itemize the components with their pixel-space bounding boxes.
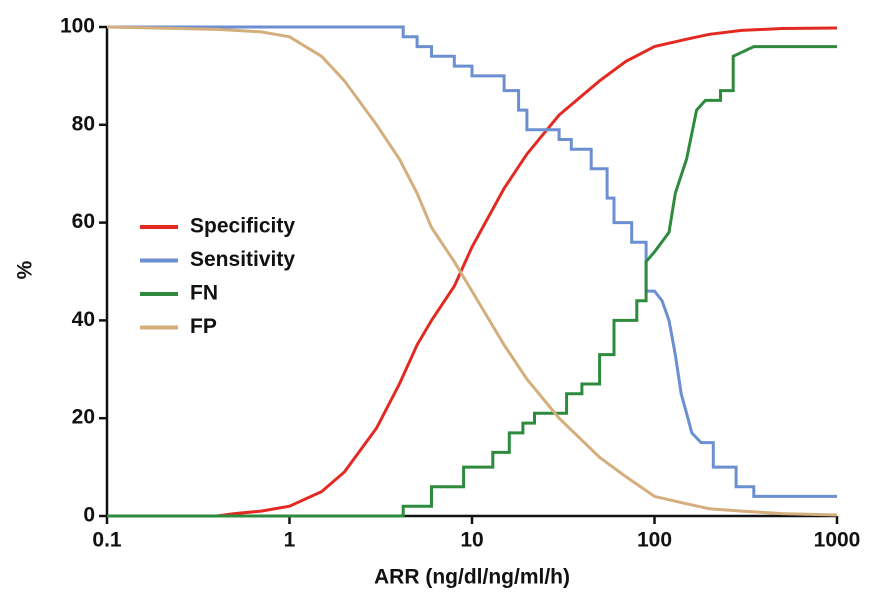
series-line	[107, 45, 837, 518]
y-tick-label: 80	[72, 112, 95, 135]
y-tick-label: 100	[60, 15, 95, 38]
y-tick-label: 20	[72, 406, 95, 429]
y-axis-title: %	[14, 260, 37, 279]
y-tick-label: 60	[72, 210, 95, 233]
series-line	[107, 26, 838, 518]
series-line	[107, 25, 837, 498]
series-line	[106, 25, 838, 517]
y-tick-label: 40	[72, 308, 95, 331]
x-tick-label: 1000	[814, 529, 861, 552]
legend-label: FN	[190, 282, 218, 305]
x-tick-label: 0.1	[92, 529, 122, 552]
legend-label: Sensitivity	[190, 248, 295, 271]
x-tick-label: 10	[460, 529, 483, 552]
legend-label: FP	[190, 315, 217, 338]
x-tick-label: 100	[637, 529, 672, 552]
y-tick-label: 0	[83, 504, 95, 527]
x-axis-title: ARR (ng/dl/ng/ml/h)	[374, 566, 570, 589]
legend-label: Specificity	[190, 215, 295, 238]
x-tick-label: 1	[284, 529, 296, 552]
